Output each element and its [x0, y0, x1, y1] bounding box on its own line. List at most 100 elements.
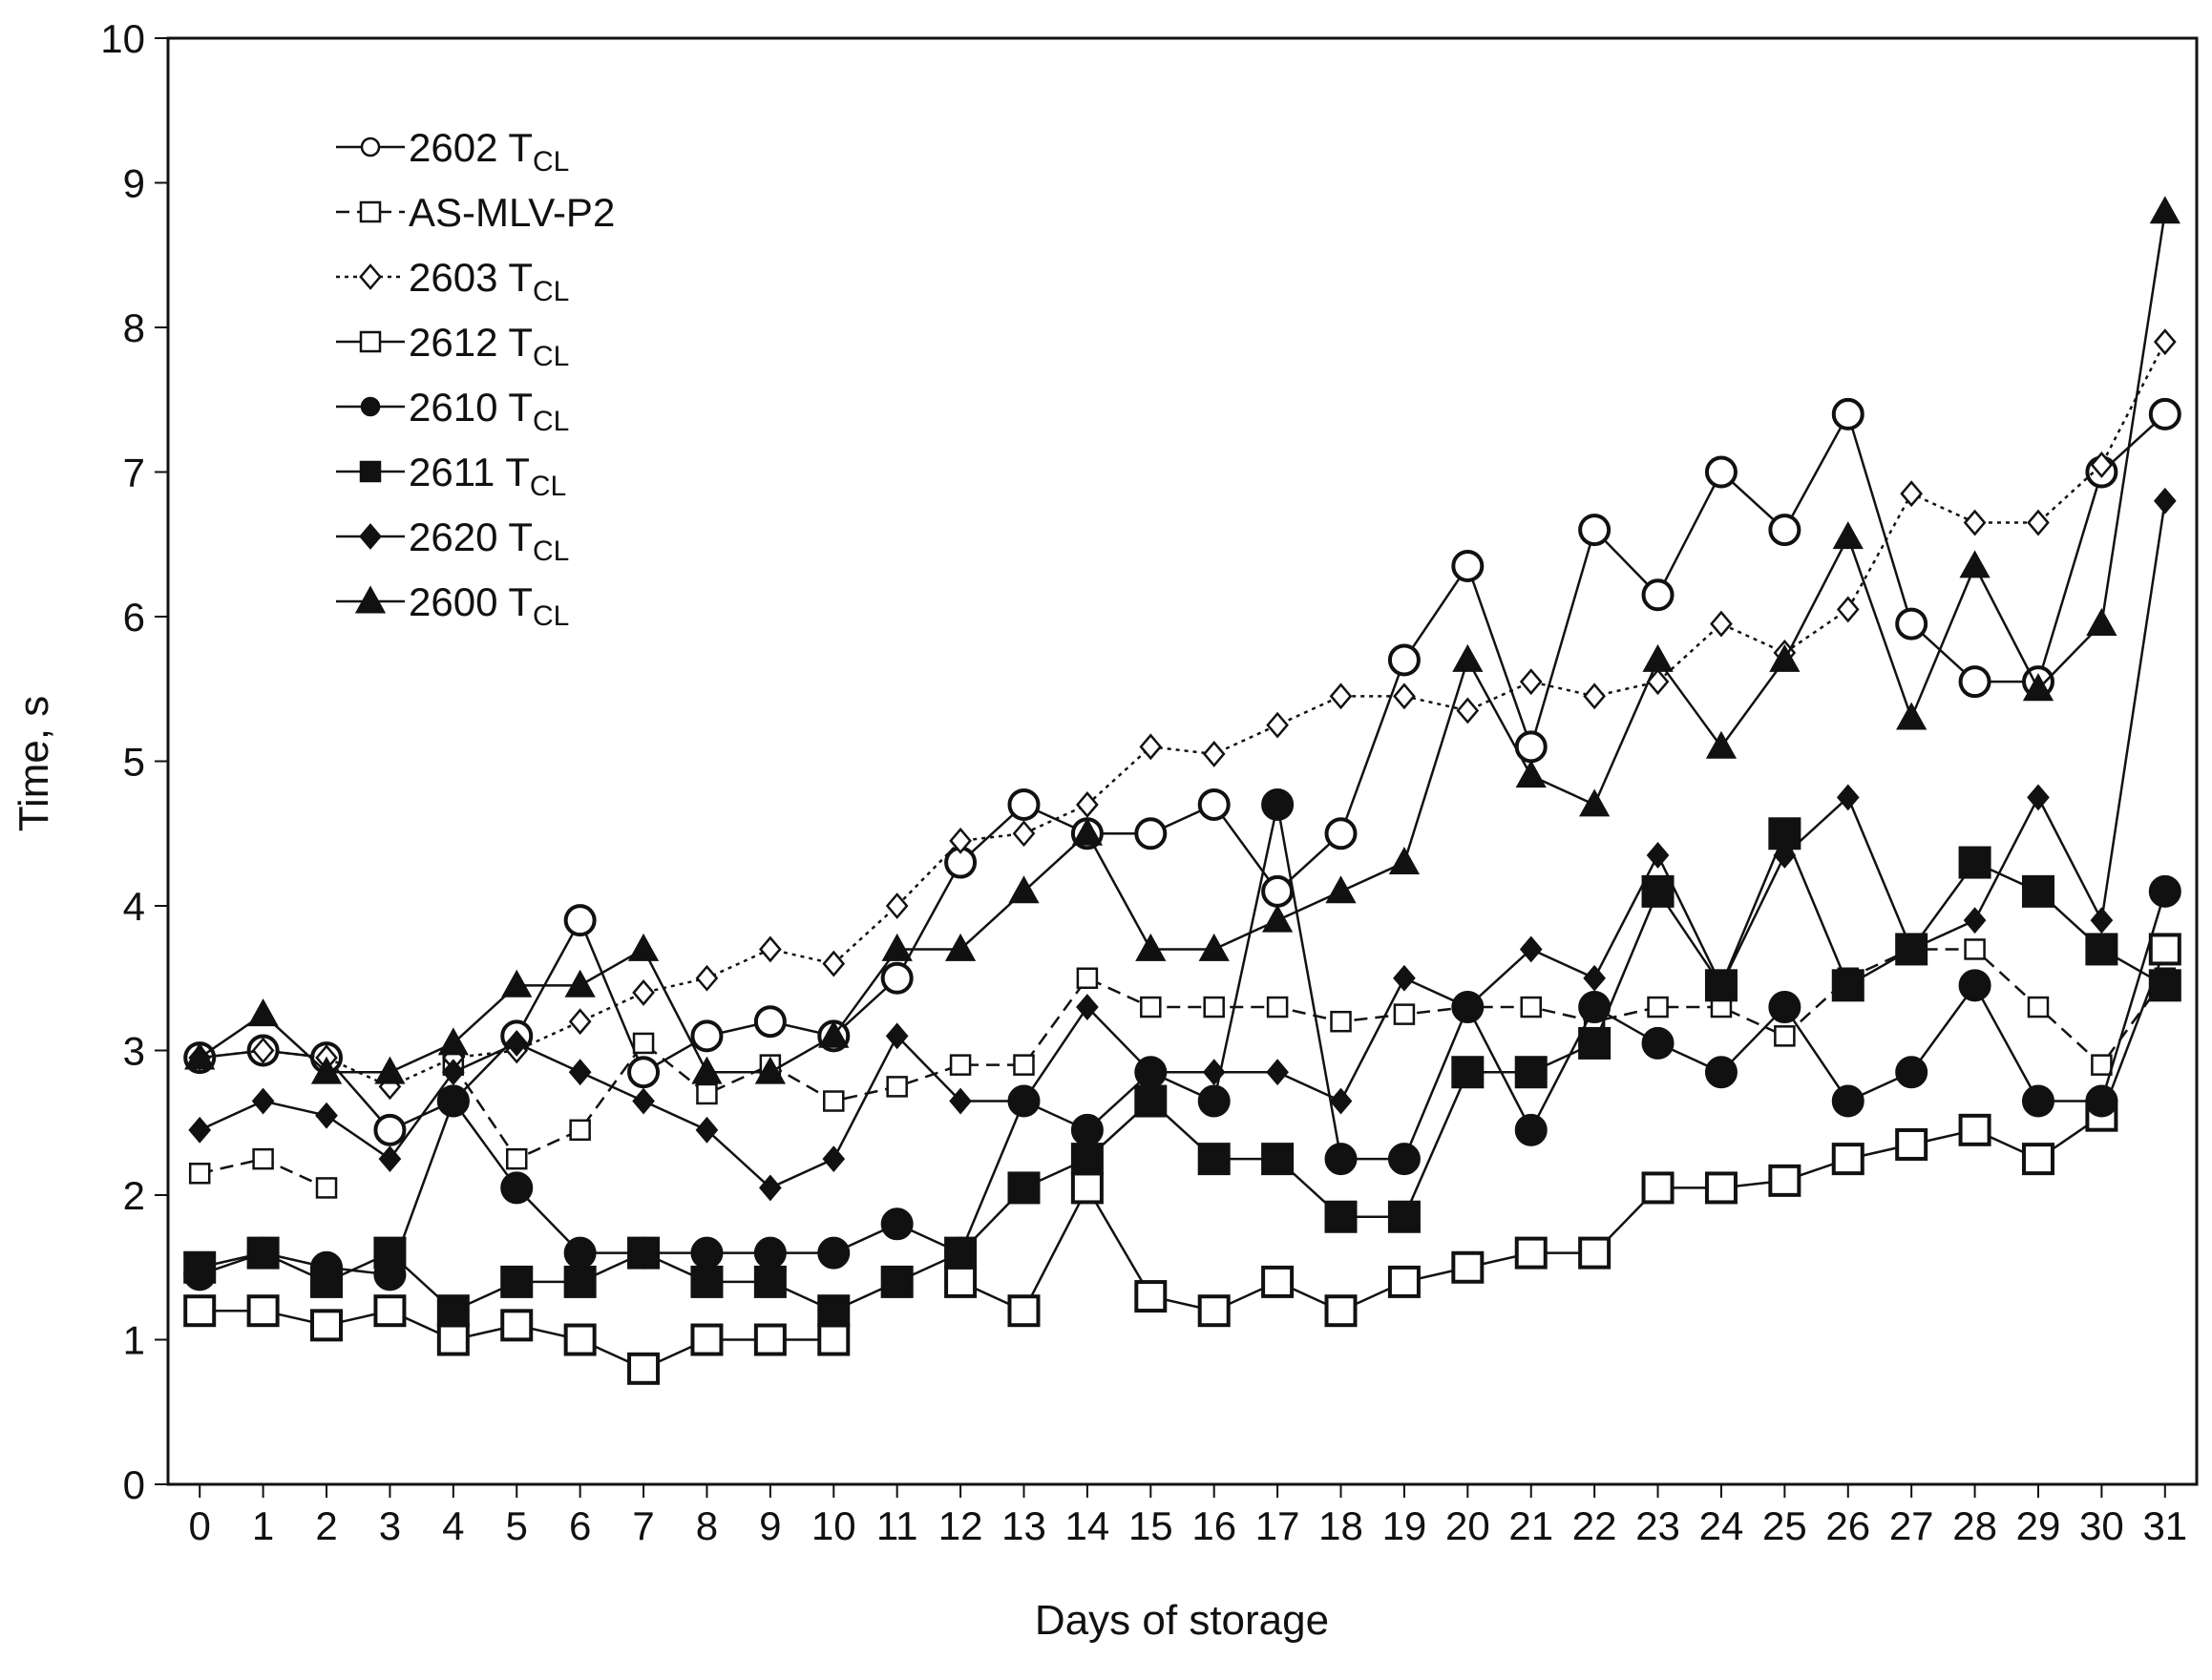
data-point [2148, 933, 2181, 966]
data-point [695, 964, 719, 992]
data-point [1900, 480, 1924, 508]
data-point [505, 1029, 529, 1057]
x-tick-label: 2 [315, 1503, 337, 1548]
x-tick-label: 29 [2016, 1503, 2061, 1548]
y-tick-label: 8 [123, 305, 145, 350]
data-point [1704, 1171, 1738, 1205]
data-point [441, 1059, 465, 1086]
data-point [2021, 1143, 2054, 1176]
data-point [886, 1076, 908, 1098]
data-point [880, 1208, 914, 1241]
data-point [1076, 994, 1099, 1020]
data-point [1578, 1026, 1612, 1060]
data-point [1831, 1084, 1864, 1118]
data-point [944, 1265, 978, 1298]
data-point [2027, 996, 2050, 1018]
data-point [1964, 938, 1986, 960]
data-point [569, 1119, 591, 1142]
data-point [1008, 875, 1040, 904]
data-point [1514, 1113, 1548, 1146]
y-tick-label: 7 [123, 451, 145, 495]
data-point [1647, 996, 1669, 1018]
data-point [188, 1163, 211, 1185]
x-tick-label: 24 [1699, 1503, 1744, 1548]
data-point [1387, 1200, 1421, 1233]
data-point [1963, 509, 1987, 536]
data-point [1452, 643, 1484, 672]
legend-label: 2602 TCL [409, 125, 569, 178]
data-point [1076, 967, 1099, 989]
data-point [754, 1056, 786, 1084]
data-point [315, 1102, 338, 1129]
y-axis: 0 1 2 3 4 5 6 7 8 9 10 [100, 16, 168, 1507]
data-point [823, 1090, 845, 1112]
data-point [1134, 1084, 1168, 1118]
data-point [2027, 509, 2050, 536]
data-point [1325, 875, 1357, 904]
data-point [374, 1056, 406, 1084]
data-point [1198, 933, 1230, 961]
data-point [627, 933, 660, 961]
x-tick-label: 8 [696, 1503, 718, 1548]
legend-marker [354, 585, 387, 614]
data-point [1641, 874, 1675, 908]
x-tick-label: 1 [252, 1503, 274, 1548]
x-tick-label: 19 [1382, 1503, 1427, 1548]
data-point [1266, 711, 1289, 739]
legend-item-2: 2603 TCL [336, 255, 569, 307]
data-point [1266, 1059, 1289, 1086]
data-point [563, 1323, 597, 1356]
data-point [184, 1041, 216, 1070]
data-point [1203, 996, 1225, 1018]
legend-label-subscript: CL [533, 536, 569, 567]
y-tick-label: 0 [123, 1462, 145, 1507]
x-tick-label: 23 [1635, 1503, 1680, 1548]
data-point [1139, 733, 1163, 761]
x-tick-label: 25 [1762, 1503, 1807, 1548]
data-point [880, 961, 914, 995]
data-point [2090, 907, 2114, 934]
data-point [753, 1236, 787, 1270]
data-point [1705, 730, 1738, 759]
series-4 [183, 788, 2181, 1292]
data-point [1134, 817, 1168, 850]
data-point [627, 1056, 661, 1089]
data-point [1958, 846, 1991, 879]
data-point [1388, 846, 1421, 874]
data-point [822, 950, 846, 977]
legend-label: 2603 TCL [409, 255, 569, 307]
legend-marker [359, 263, 382, 290]
x-tick-label: 14 [1065, 1503, 1110, 1548]
x-tick-label: 7 [632, 1503, 654, 1548]
data-point [1642, 643, 1674, 672]
data-point [1831, 1143, 1864, 1176]
data-point [252, 1147, 274, 1170]
data-point [1197, 1294, 1231, 1328]
data-point [1895, 607, 1928, 640]
data-point [568, 1059, 592, 1086]
data-point [1139, 1059, 1163, 1086]
y-tick-label: 3 [123, 1029, 145, 1074]
data-point [1197, 788, 1231, 821]
data-point [501, 969, 533, 998]
y-axis-title: Time, s [11, 696, 57, 832]
data-point [2148, 969, 2181, 1002]
series-layer [183, 196, 2181, 1385]
data-point [949, 1087, 972, 1115]
data-point [1641, 1171, 1675, 1205]
data-point [1012, 1087, 1036, 1115]
series-1 [188, 938, 2177, 1199]
data-point [1832, 521, 1864, 550]
data-point [436, 1294, 470, 1328]
legend-item-3: 2612 TCL [336, 320, 569, 372]
data-point [246, 1236, 280, 1270]
legend-label: AS-MLV-P2 [409, 190, 615, 235]
x-tick-label: 26 [1825, 1503, 1870, 1548]
legend-label: 2610 TCL [409, 385, 569, 437]
data-point [2085, 933, 2118, 966]
data-point [1329, 1087, 1353, 1115]
data-point [2148, 874, 2181, 908]
data-point [1393, 682, 1416, 710]
data-point [310, 1309, 344, 1342]
legend-marker [359, 460, 382, 483]
